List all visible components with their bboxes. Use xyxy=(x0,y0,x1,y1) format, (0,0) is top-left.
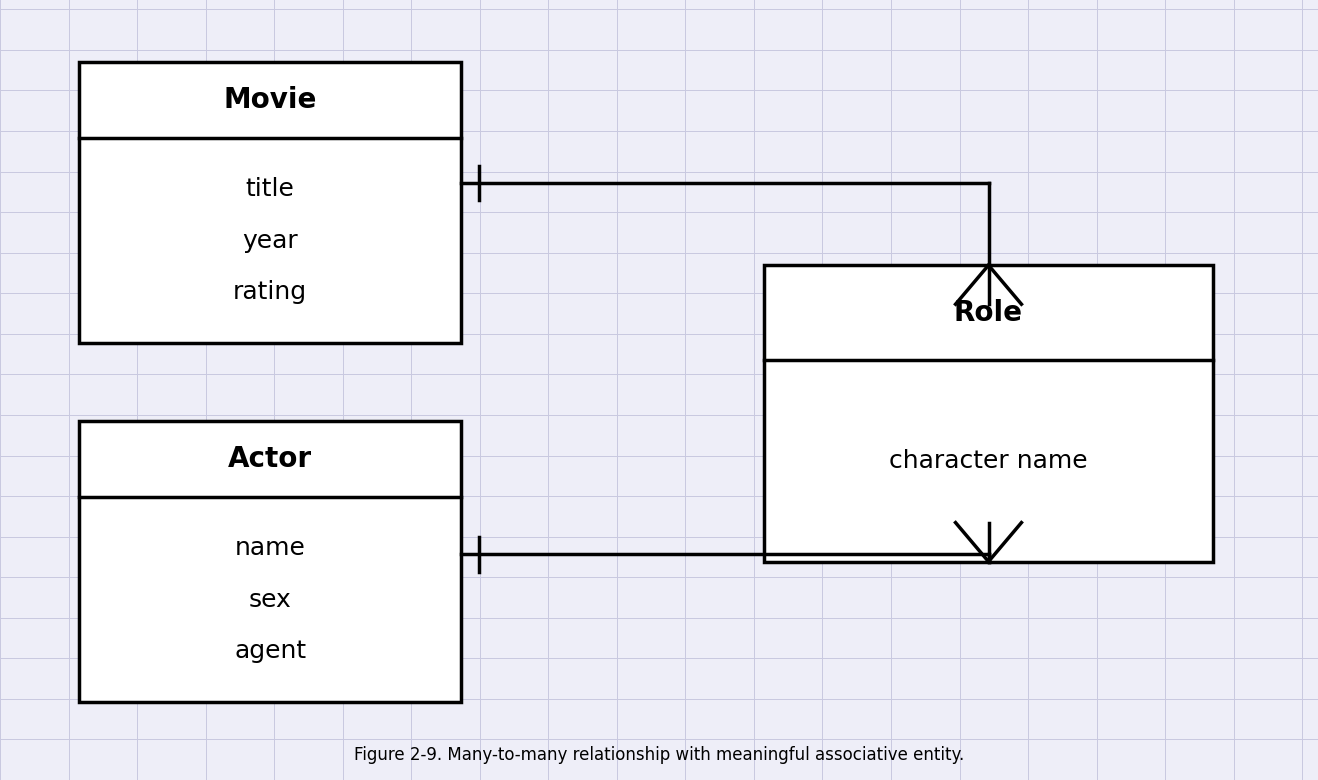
Text: character name: character name xyxy=(890,448,1087,473)
Text: year: year xyxy=(243,229,298,253)
Text: agent: agent xyxy=(235,639,306,663)
Text: rating: rating xyxy=(233,280,307,304)
Text: Role: Role xyxy=(954,299,1023,327)
Bar xyxy=(79,62,461,343)
Text: name: name xyxy=(235,537,306,560)
Text: sex: sex xyxy=(249,587,291,612)
Text: Actor: Actor xyxy=(228,445,312,473)
Text: Movie: Movie xyxy=(224,87,316,115)
Bar xyxy=(764,265,1213,562)
Text: Figure 2-9. Many-to-many relationship with meaningful associative entity.: Figure 2-9. Many-to-many relationship wi… xyxy=(353,746,965,764)
Bar xyxy=(79,421,461,702)
Text: title: title xyxy=(245,178,295,201)
